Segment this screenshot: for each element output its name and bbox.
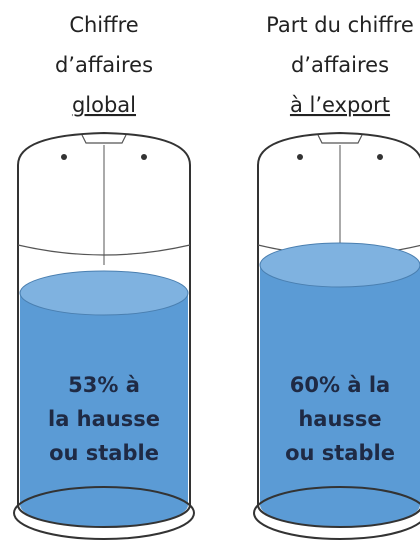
tank-bottom: [257, 504, 420, 528]
category-label: Chiffre: [69, 13, 138, 37]
tank-outline: [257, 131, 420, 505]
fluid-surface: [259, 242, 420, 288]
fluid-surface: [19, 270, 189, 316]
tank-bolt: [377, 154, 383, 160]
tank-bolt: [297, 154, 303, 160]
category-label: d’affaires: [55, 53, 153, 77]
tank-cap: [81, 134, 127, 144]
category-label: Part du chiffre: [266, 13, 414, 37]
category-label: global: [72, 93, 136, 117]
tank-bolt: [141, 154, 147, 160]
tank-outline: [17, 131, 191, 505]
value-label: la hausse: [48, 407, 160, 431]
tank-base: [253, 486, 420, 540]
tank-bolt: [61, 154, 67, 160]
tank-base: [13, 486, 195, 540]
category-label: à l’export: [290, 93, 390, 117]
fluid: [20, 293, 188, 527]
value-label: 53% à: [68, 373, 140, 397]
value-label: 60% à la: [290, 373, 390, 397]
value-label: hausse: [298, 407, 381, 431]
value-label: ou stable: [49, 441, 159, 465]
value-label: ou stable: [285, 441, 395, 465]
tank-cap: [317, 134, 363, 144]
fluid: [260, 265, 420, 527]
category-label: d’affaires: [291, 53, 389, 77]
tank-seam: [17, 244, 191, 256]
tank-bottom: [17, 504, 191, 528]
